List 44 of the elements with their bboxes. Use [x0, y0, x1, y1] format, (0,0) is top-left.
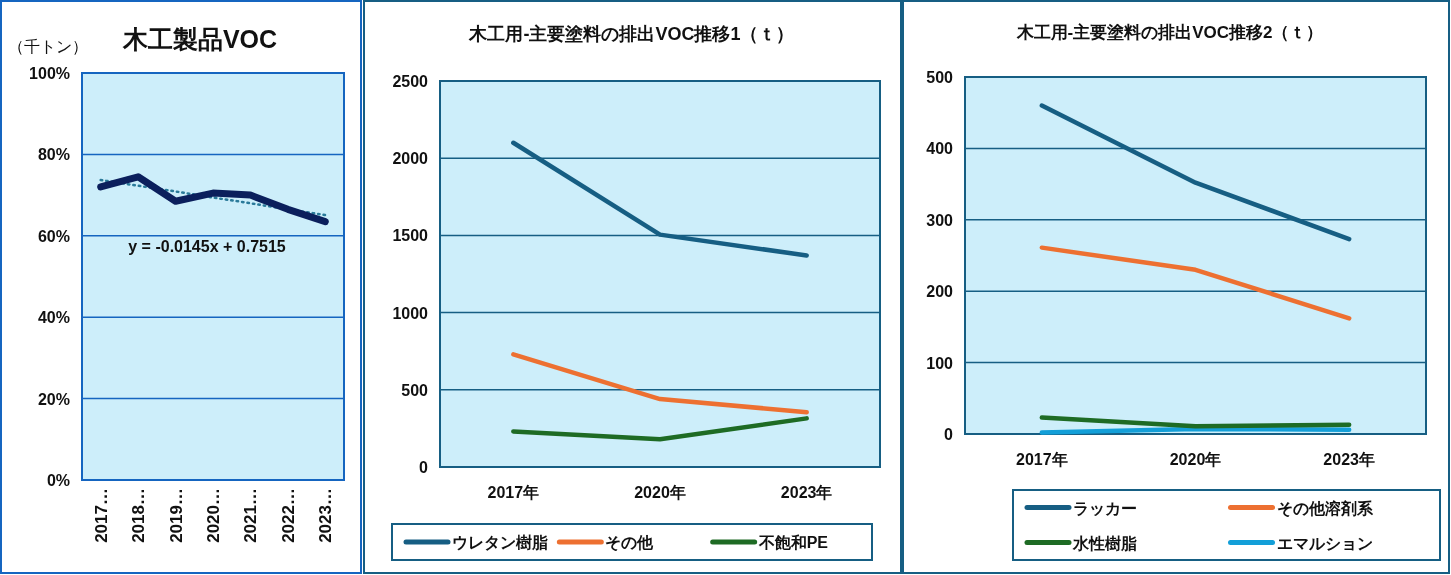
y-tick-label: 60%: [37, 227, 70, 245]
y-tick-label: 80%: [37, 146, 70, 164]
legend-label: その他: [605, 534, 655, 552]
chart-title: 木工製品VOC: [121, 25, 278, 53]
y-tick-label: 0: [944, 426, 954, 443]
y-tick-label: 200: [926, 283, 954, 301]
legend-label: その他溶剤系: [1276, 498, 1374, 518]
y-tick-label: 1000: [392, 304, 429, 322]
y-tick-label: 0: [419, 459, 429, 476]
x-tick-label: 2022…: [278, 488, 298, 543]
x-tick-label: 2020…: [204, 488, 223, 543]
x-tick-label: 2017年: [1016, 451, 1068, 468]
y-tick-label: 500: [401, 381, 429, 399]
y-tick-label: 2500: [392, 73, 429, 90]
chart-title: 木工用-主要塗料の排出VOC推移2（ｔ）: [1015, 23, 1324, 42]
y-tick-label: 0%: [46, 472, 70, 489]
y-tick-label: 1500: [392, 227, 429, 245]
legend-label: エマルション: [1276, 534, 1373, 552]
legend-label: ウレタン樹脂: [452, 534, 548, 551]
x-tick-label: 2023年: [1323, 451, 1375, 468]
x-tick-label: 2023年: [780, 484, 833, 501]
x-tick-label: 2020年: [634, 484, 686, 501]
x-tick-label: 2020年: [1169, 451, 1222, 468]
y-axis-title: （千トン）: [8, 38, 88, 55]
x-tick-label: 2023…: [316, 488, 336, 543]
legend-label: ラッカー: [1073, 499, 1137, 517]
legend-label: 不飽和PE: [757, 534, 829, 551]
y-tick-label: 500: [926, 69, 954, 86]
chart-title: 木工用-主要塗料の排出VOC推移1（ｔ）: [468, 24, 795, 44]
x-tick-label: 2017年: [487, 484, 540, 501]
y-tick-label: 300: [926, 211, 954, 229]
y-tick-label: 20%: [37, 390, 70, 408]
x-tick-label: 2017…: [91, 488, 111, 543]
legend-label: 水性樹脂: [1072, 534, 1137, 552]
y-tick-label: 400: [926, 140, 954, 158]
annotation: y = -0.0145x + 0.7515: [128, 238, 286, 255]
line-series: [99, 178, 327, 217]
y-tick-label: 100: [926, 354, 954, 372]
y-tick-label: 40%: [37, 309, 70, 327]
y-tick-label: 2000: [392, 150, 429, 168]
y-tick-label: 100%: [29, 65, 70, 82]
x-tick-label: 2018…: [129, 488, 149, 543]
x-tick-label: 2021…: [241, 488, 261, 543]
x-tick-label: 2019…: [166, 488, 186, 543]
